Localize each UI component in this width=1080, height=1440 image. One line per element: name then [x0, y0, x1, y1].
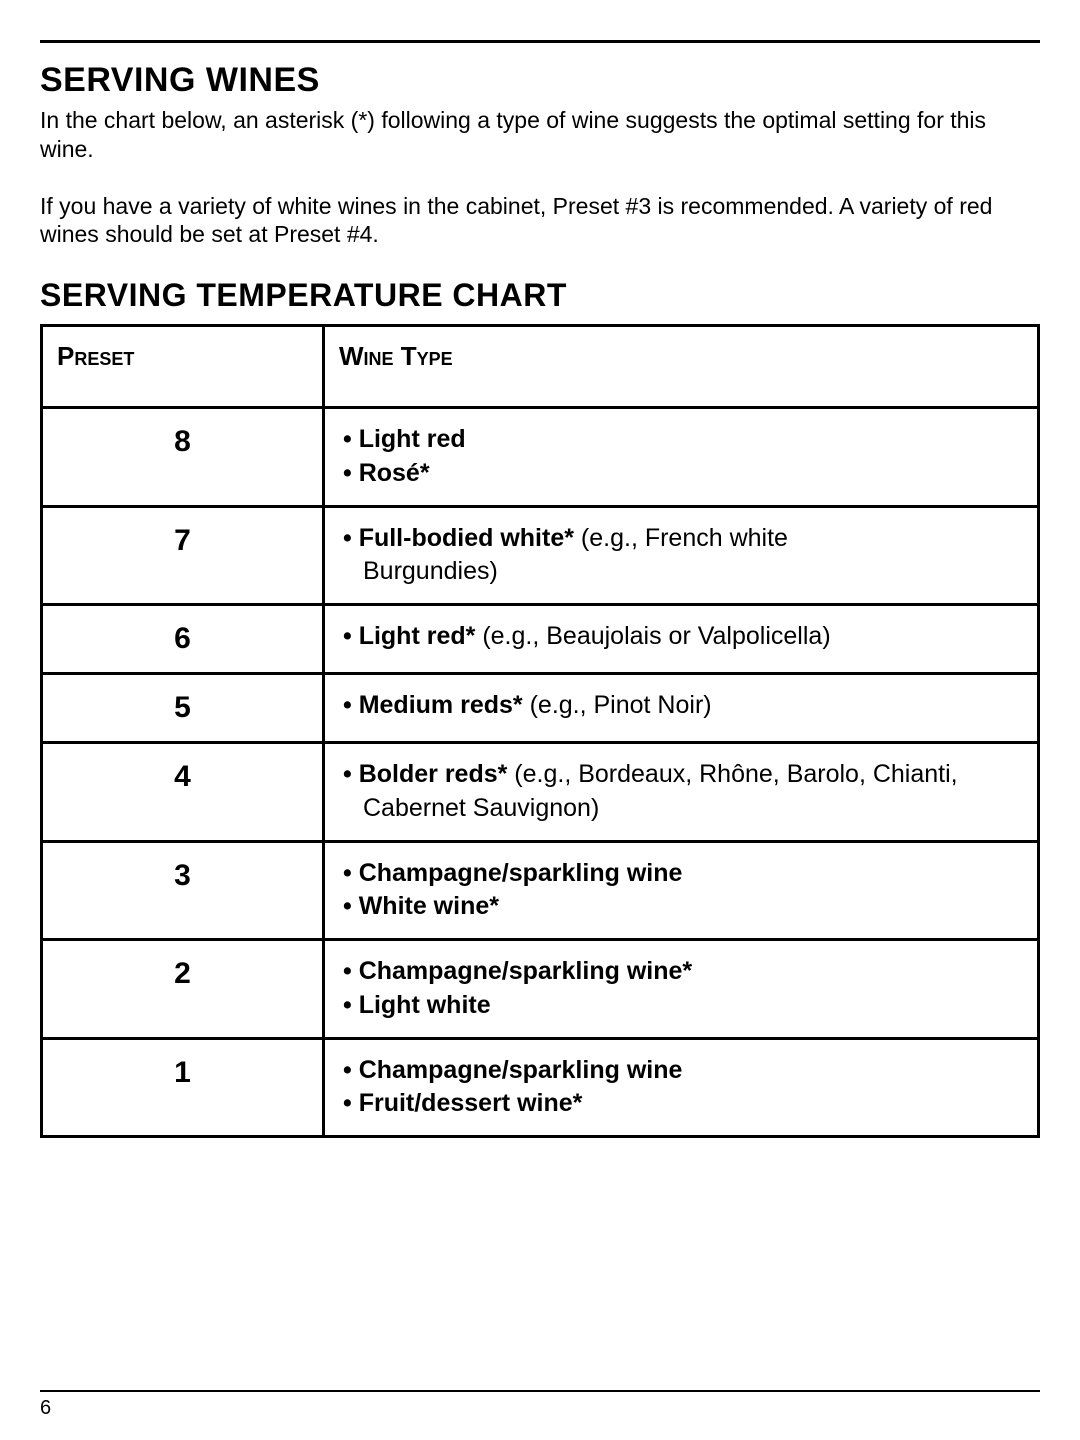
- wine-note: (e.g., Beaujolais or Valpolicella): [475, 622, 830, 650]
- table-body: 8• Light red• Rosé*7• Full-bodied white*…: [42, 408, 1039, 1137]
- preset-cell: 6: [42, 605, 324, 674]
- wine-name: • Fruit/dessert wine*: [343, 1089, 582, 1117]
- wine-type-cell: • Medium reds* (e.g., Pinot Noir): [324, 674, 1039, 743]
- table-row: 1 • Champagne/sparkling wine • Fruit/desse…: [42, 1038, 1039, 1137]
- wine-line: • Fruit/dessert wine*: [343, 1087, 1019, 1121]
- table-row: 2 • Champagne/sparkling wine* • Light whit…: [42, 940, 1039, 1039]
- wine-line: • Champagne/sparkling wine*: [343, 955, 1019, 989]
- wine-name: • Light red*: [343, 622, 475, 650]
- wine-line: • Champagne/sparkling wine: [343, 857, 1019, 891]
- serving-temperature-table: Preset Wine Type 8• Light red• Rosé*7• F…: [40, 324, 1040, 1138]
- preset-cell: 2: [42, 940, 324, 1039]
- section-title: SERVING WINES: [40, 61, 1040, 100]
- wine-name: • White wine*: [343, 892, 499, 920]
- preset-cell: 7: [42, 506, 324, 605]
- wine-type-cell: • Champagne/sparkling wine* • Light white: [324, 940, 1039, 1039]
- wine-name: • Champagne/sparkling wine*: [343, 957, 692, 985]
- table-header-row: Preset Wine Type: [42, 326, 1039, 408]
- wine-line: • White wine*: [343, 890, 1019, 924]
- wine-type-cell: • Light red • Rosé*: [324, 408, 1039, 507]
- wine-line: • Light white: [343, 989, 1019, 1023]
- wine-type-cell: • Full-bodied white* (e.g., French white…: [324, 506, 1039, 605]
- wine-note: (e.g., Pinot Noir): [523, 691, 712, 719]
- table-row: 5 • Medium reds* (e.g., Pinot Noir): [42, 674, 1039, 743]
- table-row: 4 • Bolder reds* (e.g., Bordeaux, Rhône, …: [42, 743, 1039, 842]
- preset-cell: 3: [42, 841, 324, 940]
- wine-line: • Full-bodied white* (e.g., French white: [343, 522, 1019, 556]
- wine-line: • Bolder reds* (e.g., Bordeaux, Rhône, B…: [343, 758, 1019, 792]
- wine-type-cell: • Light red* (e.g., Beaujolais or Valpol…: [324, 605, 1039, 674]
- page: SERVING WINES In the chart below, an ast…: [0, 0, 1080, 1440]
- wine-name: • Light white: [343, 991, 491, 1019]
- table-row: 6 • Light red* (e.g., Beaujolais or Valpo…: [42, 605, 1039, 674]
- preset-cell: 1: [42, 1038, 324, 1137]
- header-preset: Preset: [42, 326, 324, 408]
- preset-cell: 5: [42, 674, 324, 743]
- table-row: 3 • Champagne/sparkling wine • White wine*: [42, 841, 1039, 940]
- wine-name: • Light red: [343, 425, 466, 453]
- page-number: 6: [40, 1397, 51, 1420]
- wine-type-cell: • Champagne/sparkling wine • White wine*: [324, 841, 1039, 940]
- header-wine-type: Wine Type: [324, 326, 1039, 408]
- preset-cell: 4: [42, 743, 324, 842]
- wine-note: (e.g., French white: [574, 524, 788, 552]
- chart-title: SERVING TEMPERATURE CHART: [40, 277, 1040, 314]
- wine-name: • Bolder reds*: [343, 760, 507, 788]
- wine-line: • Rosé*: [343, 457, 1019, 491]
- wine-line: • Medium reds* (e.g., Pinot Noir): [343, 689, 1019, 723]
- wine-type-cell: • Bolder reds* (e.g., Bordeaux, Rhône, B…: [324, 743, 1039, 842]
- wine-name: • Medium reds*: [343, 691, 523, 719]
- wine-line: • Champagne/sparkling wine: [343, 1054, 1019, 1088]
- wine-name: • Champagne/sparkling wine: [343, 859, 682, 887]
- wine-line: • Light red* (e.g., Beaujolais or Valpol…: [343, 620, 1019, 654]
- wine-name: • Champagne/sparkling wine: [343, 1056, 682, 1084]
- top-rule: [40, 40, 1040, 43]
- intro-paragraph-1: In the chart below, an asterisk (*) foll…: [40, 106, 1040, 164]
- wine-note-continued: Cabernet Sauvignon): [363, 792, 1019, 826]
- wine-name: • Full-bodied white*: [343, 524, 574, 552]
- table-row: 7• Full-bodied white* (e.g., French whit…: [42, 506, 1039, 605]
- wine-type-cell: • Champagne/sparkling wine • Fruit/desser…: [324, 1038, 1039, 1137]
- intro-paragraph-2: If you have a variety of white wines in …: [40, 192, 1040, 250]
- wine-note-continued: Burgundies): [363, 555, 1019, 589]
- wine-line: • Light red: [343, 423, 1019, 457]
- bottom-rule: [40, 1390, 1040, 1392]
- wine-note: (e.g., Bordeaux, Rhône, Barolo, Chianti,: [507, 760, 957, 788]
- wine-name: • Rosé*: [343, 459, 430, 487]
- table-row: 8 • Light red • Rosé*: [42, 408, 1039, 507]
- preset-cell: 8: [42, 408, 324, 507]
